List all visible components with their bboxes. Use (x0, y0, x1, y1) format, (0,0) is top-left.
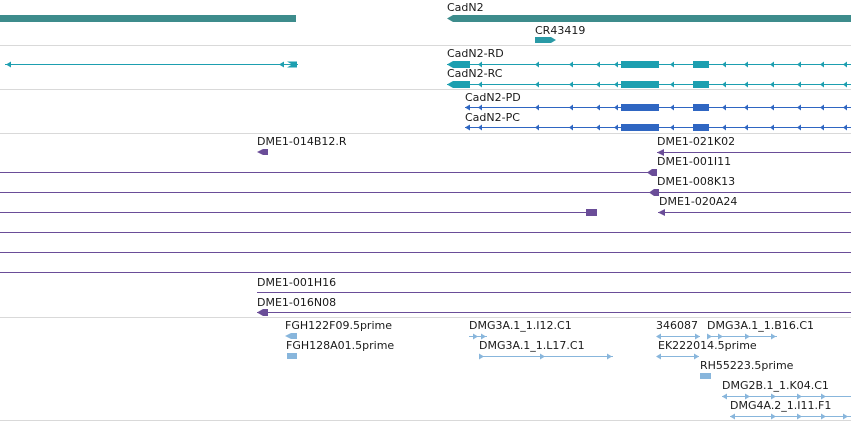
clone-label: DME1-016N08 (257, 296, 336, 309)
est-feature[interactable]: DMG3A.1_1.B16.C1 (707, 319, 814, 340)
clone-label: DME1-008K13 (657, 175, 735, 188)
transcript-label: CadN2-RC (447, 67, 503, 80)
clone-label: DME1-014B12.R (257, 135, 347, 148)
est-feature[interactable]: DMG4A.2_1.I11.F1 (730, 399, 851, 420)
clone-label: DME1-021K02 (657, 135, 735, 148)
est-label: RH55223.5prime (700, 359, 794, 372)
clone-feature[interactable]: DME1-008K13 (0, 175, 851, 196)
est-label: 346087 (656, 319, 698, 332)
clone-feature[interactable]: DME1-014B12.R (257, 135, 347, 155)
est-label: DMG3A.1_1.B16.C1 (707, 319, 814, 332)
est-label: DMG3A.1_1.L17.C1 (479, 339, 585, 352)
gene-feature-cadn2[interactable]: CadN2 (447, 1, 851, 22)
est-feature[interactable]: DMG3A.1_1.I12.C1 (469, 319, 572, 340)
clone-feature[interactable]: DME1-021K02 (657, 135, 851, 156)
est-feature[interactable]: FGH122F09.5prime (285, 319, 392, 339)
clone-feature[interactable]: DME1-001I11 (0, 155, 731, 176)
gene-track: CadN2 CR43419 (0, 1, 851, 43)
clone-label: DME1-001H16 (257, 276, 336, 289)
est-feature[interactable]: 346087 (656, 319, 700, 340)
est-feature[interactable]: RH55223.5prime (700, 359, 794, 379)
transcript-feature-cadn2-rc[interactable]: CadN2-RC (447, 67, 851, 88)
est-label: EK222014.5prime (658, 339, 757, 352)
est-feature[interactable]: DMG3A.1_1.L17.C1 (479, 339, 613, 360)
transcript-feature-cadn2-rd[interactable]: CadN2-RD (447, 47, 851, 68)
est-feature[interactable]: DMG2B.1_1.K04.C1 (722, 379, 851, 400)
protein-feature-cadn2-pc[interactable]: CadN2-PC (465, 111, 851, 131)
gene-feature[interactable] (0, 15, 296, 22)
transcript-track: CadN2-RD CadN2-RC (5, 47, 851, 88)
est-feature[interactable]: EK222014.5prime (656, 339, 757, 360)
track-separators (0, 45, 851, 421)
protein-track: CadN2-PD CadN2-PC (465, 91, 851, 131)
clone-label: DME1-001I11 (657, 155, 731, 168)
est-label: FGH128A01.5prime (286, 339, 394, 352)
protein-feature-cadn2-pd[interactable]: CadN2-PD (465, 91, 851, 111)
gene-label: CR43419 (535, 24, 585, 37)
est-feature[interactable]: FGH128A01.5prime (286, 339, 394, 359)
est-label: DMG3A.1_1.I12.C1 (469, 319, 572, 332)
gene-label: CadN2 (447, 1, 484, 14)
transcript-label: CadN2-RD (447, 47, 504, 60)
protein-label: CadN2-PD (465, 91, 521, 104)
est-label: DMG4A.2_1.I11.F1 (730, 399, 831, 412)
protein-label: CadN2-PC (465, 111, 520, 124)
clone-feature[interactable]: DME1-016N08 (257, 296, 851, 316)
est-label: FGH122F09.5prime (285, 319, 392, 332)
est-label: DMG2B.1_1.K04.C1 (722, 379, 829, 392)
est-track: FGH122F09.5prime FGH128A01.5prime DMG3A.… (285, 319, 851, 420)
clone-label: DME1-020A24 (659, 195, 737, 208)
transcript-feature[interactable] (5, 61, 298, 68)
clone-feature[interactable]: DME1-020A24 (0, 195, 851, 216)
clone-track: DME1-014B12.R DME1-021K02 DME1-001I11 DM… (0, 135, 851, 316)
gene-feature-cr43419[interactable]: CR43419 (535, 24, 585, 43)
clone-feature[interactable]: DME1-001H16 (257, 276, 851, 293)
